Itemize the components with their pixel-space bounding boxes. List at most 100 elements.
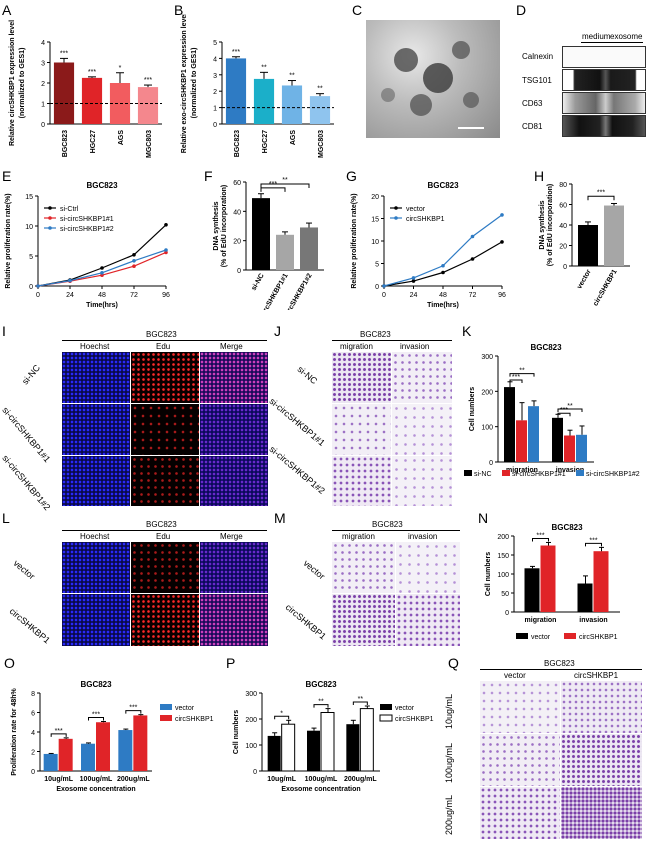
x-tick-label: migration bbox=[506, 467, 538, 474]
x-tick-label: 24 bbox=[66, 292, 74, 299]
legend-label: vector bbox=[175, 705, 195, 712]
y-tick-label: 200 bbox=[497, 534, 509, 541]
bar bbox=[96, 722, 110, 771]
bar bbox=[118, 730, 133, 771]
y-tick-label: 5 bbox=[375, 262, 379, 269]
x-tick-label: si-NC bbox=[251, 273, 266, 292]
x-axis-label: Time(hrs) bbox=[427, 302, 459, 309]
panel-label-d: D bbox=[516, 2, 527, 18]
bar bbox=[137, 87, 159, 124]
panel-m-title: BGC823 bbox=[372, 520, 403, 529]
x-tick-label: 96 bbox=[162, 292, 170, 299]
panel-label-h: H bbox=[534, 168, 545, 184]
significance-bracket bbox=[352, 701, 368, 705]
bar bbox=[281, 723, 296, 772]
x-tick-label: 200ug/mL bbox=[117, 776, 150, 783]
significance-stars: *** bbox=[88, 69, 96, 76]
panel-m-row-vector: vector bbox=[301, 558, 327, 582]
bar bbox=[81, 77, 103, 124]
legend-marker bbox=[48, 226, 52, 230]
panel-m-col-invasion: invasion bbox=[408, 532, 438, 541]
panel-label-c: C bbox=[352, 2, 363, 18]
legend-label: circSHKBP1 bbox=[579, 634, 618, 641]
y-tick-label: 4 bbox=[31, 730, 35, 737]
significance-stars: * bbox=[280, 710, 283, 717]
significance-bracket bbox=[313, 704, 329, 708]
panel-q-col-circ: circSHKBP1 bbox=[574, 671, 619, 680]
y-tick-label: 300 bbox=[245, 691, 257, 698]
significance-stars: ** bbox=[519, 368, 525, 375]
legend-label: si-circSHKBP1#1 bbox=[512, 471, 566, 478]
y-axis-label: (% of EdU incorporation) bbox=[547, 184, 554, 266]
legend-marker bbox=[48, 206, 52, 210]
data-point bbox=[411, 279, 416, 283]
bar bbox=[593, 551, 609, 612]
significance-bracket bbox=[125, 710, 142, 714]
legend-label: si-circSHKBP1#1 bbox=[60, 216, 114, 223]
y-tick-label: 80 bbox=[559, 182, 567, 189]
legend-swatch bbox=[379, 714, 393, 722]
legend-swatch bbox=[160, 715, 172, 721]
legend-label: si-circSHKBP1#2 bbox=[586, 471, 640, 478]
x-tick-label: 72 bbox=[130, 292, 138, 299]
panel-i-col-merge: Merge bbox=[220, 342, 243, 351]
y-tick-label: 15 bbox=[25, 194, 33, 201]
bar bbox=[578, 225, 598, 266]
y-tick-label: 200 bbox=[481, 389, 493, 396]
significance-stars: *** bbox=[536, 532, 544, 539]
bar bbox=[281, 85, 303, 124]
panel-q-title: BGC823 bbox=[544, 659, 575, 668]
chart-o: BGC823 Proliferation rate for 48h% 0 2 4 6 8 10… bbox=[11, 680, 214, 793]
legend-label: vector bbox=[406, 206, 426, 213]
bar bbox=[252, 198, 270, 270]
significance-bracket bbox=[260, 187, 286, 192]
y-tick-label: 5 bbox=[29, 254, 33, 261]
panel-l-row-vector: vector bbox=[11, 558, 37, 582]
legend-marker bbox=[394, 206, 398, 210]
western-blot-panel: medium exosome Calnexin TSG101 CD63 CD81 bbox=[512, 14, 650, 144]
chart-n: BGC823 Cell numbers 0 50 100 150 200 migration i… bbox=[485, 523, 620, 641]
bar bbox=[524, 568, 540, 612]
data-point bbox=[441, 263, 445, 268]
y-tick-label: 3 bbox=[213, 73, 217, 80]
panel-m-grid bbox=[332, 542, 460, 646]
y-tick-label: 6 bbox=[31, 711, 35, 718]
chart-title: BGC823 bbox=[86, 181, 118, 190]
legend-label: circSHKBP1 bbox=[406, 216, 445, 223]
legend-label: si-NC bbox=[474, 471, 492, 478]
significance-stars: *** bbox=[597, 189, 605, 196]
bar bbox=[320, 712, 335, 772]
y-axis-label: Relative exo-circSHKBP1 expression level bbox=[181, 14, 188, 153]
data-point bbox=[164, 248, 168, 252]
y-axis-label: DNA synthesis bbox=[213, 201, 220, 250]
panel-l-col-merge: Merge bbox=[220, 532, 243, 541]
y-axis-label: Cell numbers bbox=[233, 710, 240, 754]
y-tick-label: 1 bbox=[41, 102, 45, 109]
y-tick-label: 8 bbox=[31, 691, 35, 698]
y-axis-label: Relative proliferation rate(%) bbox=[351, 193, 358, 288]
panel-q-row-200: 200ug/mL bbox=[444, 794, 454, 835]
y-tick-label: 0 bbox=[41, 122, 45, 129]
y-tick-label: 10 bbox=[25, 224, 33, 231]
y-tick-label: 100 bbox=[481, 425, 493, 432]
y-tick-label: 0 bbox=[237, 268, 241, 275]
y-axis-label: (normalized to GES1) bbox=[19, 48, 26, 119]
y-axis-label: Relative circSHKBP1 expression level bbox=[9, 20, 16, 146]
y-tick-label: 0 bbox=[29, 284, 33, 291]
x-tick-label: migration bbox=[525, 617, 557, 624]
x-tick-label: 200ug/mL bbox=[344, 776, 377, 783]
panel-label-n: N bbox=[478, 510, 489, 526]
panel-j-row-2: si-circSHKBP1#2 bbox=[267, 444, 327, 497]
bar bbox=[307, 730, 320, 771]
data-point bbox=[100, 271, 104, 275]
series-line bbox=[383, 214, 503, 287]
x-tick-label: 96 bbox=[498, 292, 506, 299]
panel-m-col-migration: migration bbox=[342, 532, 375, 541]
x-tick-label: 48 bbox=[439, 292, 447, 299]
bar bbox=[528, 406, 539, 462]
significance-bracket bbox=[532, 537, 549, 542]
legend-marker bbox=[394, 216, 398, 220]
legend-swatch bbox=[380, 704, 392, 710]
x-tick-label: 100ug/mL bbox=[305, 776, 338, 783]
panel-l-row-circ: circSHKBP1 bbox=[7, 606, 52, 646]
